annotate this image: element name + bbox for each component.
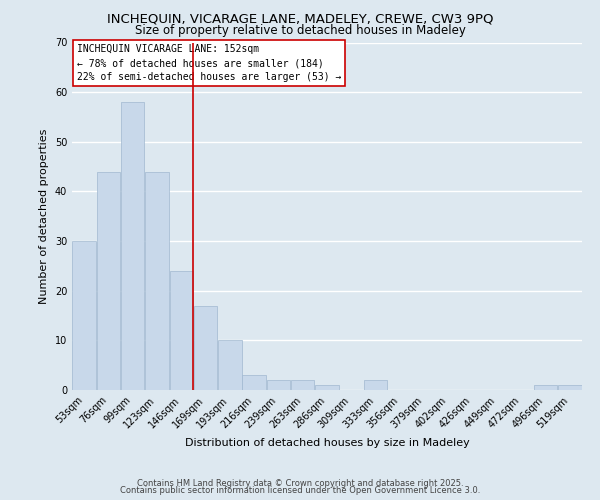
Bar bbox=[242, 375, 266, 390]
Bar bbox=[170, 271, 193, 390]
Text: Contains public sector information licensed under the Open Government Licence 3.: Contains public sector information licen… bbox=[120, 486, 480, 495]
Bar bbox=[291, 380, 314, 390]
Bar bbox=[73, 241, 96, 390]
Bar bbox=[534, 385, 557, 390]
Bar bbox=[267, 380, 290, 390]
Bar bbox=[97, 172, 120, 390]
X-axis label: Distribution of detached houses by size in Madeley: Distribution of detached houses by size … bbox=[185, 438, 469, 448]
Y-axis label: Number of detached properties: Number of detached properties bbox=[39, 128, 49, 304]
Bar bbox=[316, 385, 338, 390]
Text: INCHEQUIN, VICARAGE LANE, MADELEY, CREWE, CW3 9PQ: INCHEQUIN, VICARAGE LANE, MADELEY, CREWE… bbox=[107, 12, 493, 26]
Text: Size of property relative to detached houses in Madeley: Size of property relative to detached ho… bbox=[134, 24, 466, 37]
Bar bbox=[121, 102, 145, 390]
Bar bbox=[558, 385, 581, 390]
Bar bbox=[145, 172, 169, 390]
Bar bbox=[364, 380, 387, 390]
Bar bbox=[194, 306, 217, 390]
Text: INCHEQUIN VICARAGE LANE: 152sqm
← 78% of detached houses are smaller (184)
22% o: INCHEQUIN VICARAGE LANE: 152sqm ← 78% of… bbox=[77, 44, 341, 82]
Text: Contains HM Land Registry data © Crown copyright and database right 2025.: Contains HM Land Registry data © Crown c… bbox=[137, 478, 463, 488]
Bar bbox=[218, 340, 242, 390]
